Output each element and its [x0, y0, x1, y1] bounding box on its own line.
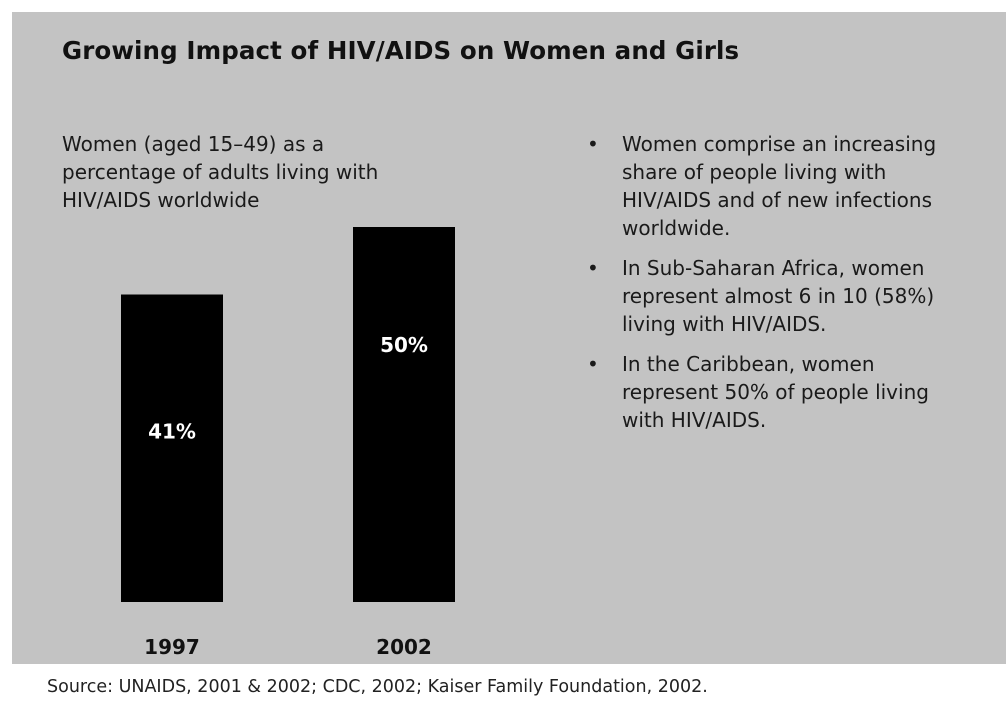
bullet-icon: • — [587, 132, 599, 156]
bullet-text: In the Caribbean, women represent 50% of… — [622, 352, 929, 432]
bullet-item: • Women comprise an increasing share of … — [585, 130, 965, 242]
bullet-text: Women comprise an increasing share of pe… — [622, 132, 937, 240]
bullet-item: • In the Caribbean, women represent 50% … — [585, 350, 965, 434]
bullet-list: • Women comprise an increasing share of … — [585, 130, 965, 446]
category-label: 1997 — [144, 635, 200, 659]
bar-2002 — [353, 227, 455, 602]
chart-title: Growing Impact of HIV/AIDS on Women and … — [62, 36, 740, 65]
bullet-icon: • — [587, 352, 599, 376]
bar-value-label: 41% — [148, 420, 196, 444]
bullet-text: In Sub-Saharan Africa, women represent a… — [622, 256, 935, 336]
source-note: Source: UNAIDS, 2001 & 2002; CDC, 2002; … — [47, 677, 708, 697]
chart-subtitle: Women (aged 15–49) as a percentage of ad… — [62, 132, 379, 212]
bar-1997 — [121, 294, 223, 602]
bullet-item: • In Sub-Saharan Africa, women represent… — [585, 254, 965, 338]
bar-value-label: 50% — [380, 333, 428, 357]
bullet-icon: • — [587, 256, 599, 280]
category-label: 2002 — [376, 635, 432, 659]
